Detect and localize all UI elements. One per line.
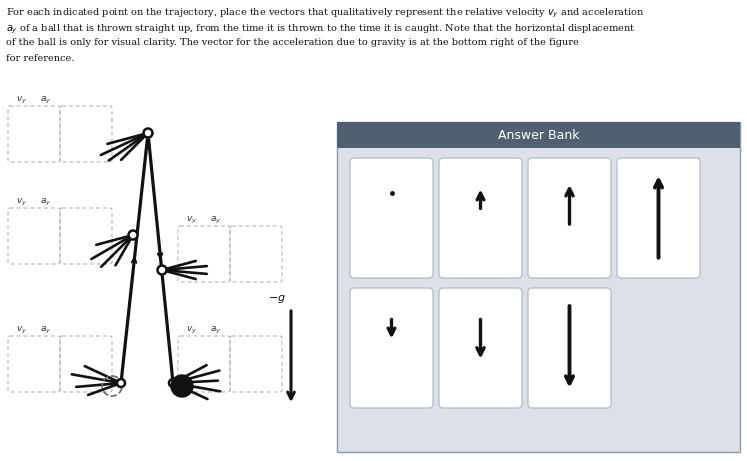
Text: $v_y$: $v_y$ bbox=[187, 325, 198, 336]
Text: For each indicated point on the trajectory, place the vectors that qualitatively: For each indicated point on the trajecto… bbox=[6, 7, 645, 20]
FancyBboxPatch shape bbox=[350, 158, 433, 278]
Text: $a_y$: $a_y$ bbox=[40, 325, 52, 336]
Circle shape bbox=[158, 266, 167, 274]
FancyBboxPatch shape bbox=[439, 288, 522, 408]
Text: $v_y$: $v_y$ bbox=[16, 197, 28, 208]
Text: of the ball is only for visual clarity. The vector for the acceleration due to g: of the ball is only for visual clarity. … bbox=[6, 38, 579, 47]
Text: $a_y$: $a_y$ bbox=[40, 197, 52, 208]
Text: $a_y$ of a ball that is thrown straight up, from the time it is thrown to the ti: $a_y$ of a ball that is thrown straight … bbox=[6, 23, 635, 36]
Text: $a_y$: $a_y$ bbox=[211, 325, 222, 336]
FancyBboxPatch shape bbox=[439, 158, 522, 278]
Circle shape bbox=[143, 129, 152, 137]
Text: $-g$: $-g$ bbox=[268, 293, 286, 305]
Text: $a_y$: $a_y$ bbox=[40, 95, 52, 106]
Text: $v_y$: $v_y$ bbox=[16, 325, 28, 336]
Text: $a_y$: $a_y$ bbox=[211, 215, 222, 226]
FancyBboxPatch shape bbox=[528, 288, 611, 408]
Circle shape bbox=[117, 379, 125, 387]
FancyBboxPatch shape bbox=[350, 288, 433, 408]
FancyBboxPatch shape bbox=[337, 122, 740, 148]
FancyBboxPatch shape bbox=[528, 158, 611, 278]
Text: for reference.: for reference. bbox=[6, 53, 75, 63]
Text: $v_y$: $v_y$ bbox=[16, 95, 28, 106]
Circle shape bbox=[169, 379, 177, 387]
Circle shape bbox=[171, 375, 193, 397]
Text: Answer Bank: Answer Bank bbox=[498, 129, 579, 142]
FancyBboxPatch shape bbox=[337, 122, 740, 452]
Text: $v_y$: $v_y$ bbox=[187, 215, 198, 226]
Circle shape bbox=[128, 230, 137, 240]
FancyBboxPatch shape bbox=[617, 158, 700, 278]
